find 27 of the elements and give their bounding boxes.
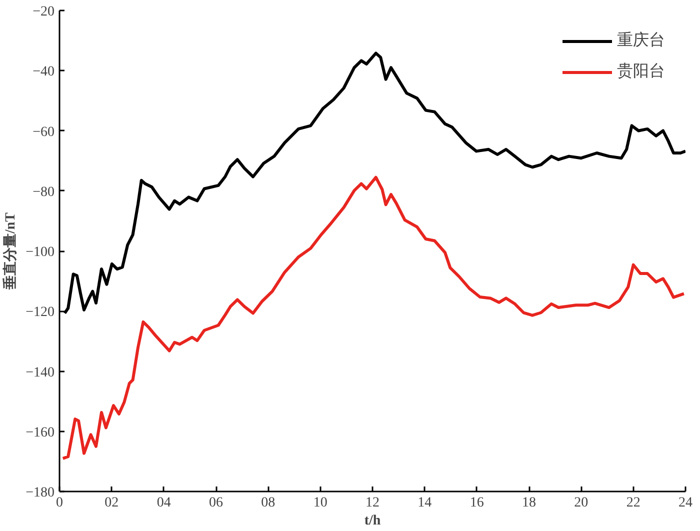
x-tick-label: 18	[522, 496, 536, 510]
y-tick-label: −160	[26, 425, 55, 440]
x-tick-label: 14	[418, 496, 432, 510]
y-tick-label: −140	[26, 365, 55, 380]
y-tick-label: −180	[26, 486, 55, 500]
y-tick-label: −120	[26, 305, 55, 320]
x-tick-label: 04	[156, 496, 171, 510]
y-axis-title: 垂直分量/nT	[2, 212, 19, 291]
x-tick-label: 24	[678, 496, 692, 510]
legend-label: 重庆台	[617, 30, 665, 51]
y-tick-label: −20	[32, 4, 55, 20]
x-tick-label: 10	[313, 496, 328, 510]
legend-label: 贵阳台	[617, 62, 665, 82]
x-tick-label: 02	[104, 496, 119, 510]
x-tick-label: 16	[470, 496, 484, 510]
x-tick-label: 12	[366, 496, 380, 510]
y-tick-label: −80	[32, 184, 55, 200]
x-tick-label: 08	[261, 496, 276, 510]
line-series	[61, 176, 686, 460]
x-axis-title: t/h	[364, 514, 381, 528]
y-tick-label: −100	[26, 245, 55, 260]
x-tick-label: 20	[574, 496, 588, 510]
y-tick-label: −40	[32, 64, 55, 80]
x-tick-label: 06	[209, 496, 223, 510]
x-tick-label: 22	[626, 496, 640, 510]
x-tick-label: 0	[56, 496, 63, 510]
y-tick-label: −60	[32, 124, 55, 140]
